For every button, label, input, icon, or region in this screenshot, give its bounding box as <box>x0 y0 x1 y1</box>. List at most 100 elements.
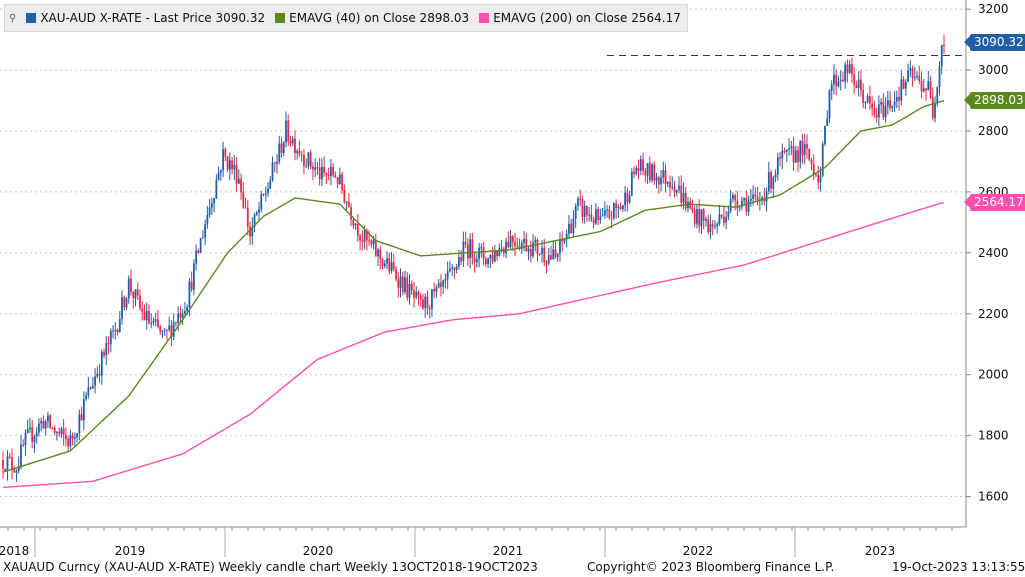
candle-body <box>696 209 698 224</box>
candle-body <box>462 241 465 262</box>
candle-body <box>4 468 7 471</box>
candle-body <box>877 104 880 118</box>
candle-body <box>24 432 27 446</box>
candle-body <box>11 456 13 470</box>
y-tick-label: 2000 <box>978 368 1009 382</box>
candle-body <box>125 298 128 308</box>
candle-body <box>206 214 209 225</box>
candle-body <box>498 248 501 257</box>
candle-body <box>334 175 337 178</box>
candle-body <box>29 427 31 430</box>
candle-body <box>671 186 674 188</box>
candle-body <box>152 320 155 323</box>
candle-body <box>163 329 166 331</box>
candle-body <box>866 96 869 102</box>
candle-body <box>148 310 150 323</box>
candle-body <box>424 296 427 309</box>
candle-body <box>651 164 653 181</box>
candle-body <box>175 322 177 324</box>
candle-body <box>532 242 534 257</box>
candle-body <box>705 219 707 221</box>
pin-icon[interactable]: ⚲ <box>9 12 17 24</box>
candle-body <box>608 209 611 218</box>
candle-body <box>82 399 85 421</box>
candle-body <box>374 240 377 257</box>
candle-body <box>655 177 658 181</box>
candle-body <box>397 279 400 288</box>
legend-item-ema40: EMAVG (40) on Close 2898.03 <box>275 11 469 25</box>
x-tick-label: 2022 <box>683 544 714 558</box>
candle-body <box>790 146 793 149</box>
candle-body <box>446 271 449 280</box>
candle-body <box>626 192 629 203</box>
candle-body <box>943 44 945 47</box>
candle-body <box>702 209 705 221</box>
candle-body <box>776 157 779 175</box>
candle-body <box>612 203 615 218</box>
candle-body <box>837 81 840 87</box>
candle-body <box>201 237 204 239</box>
candle-body <box>821 143 824 176</box>
candle-body <box>298 150 301 155</box>
candle-body <box>195 250 198 264</box>
candle-body <box>329 166 332 176</box>
candle-body <box>815 174 817 176</box>
candle-body <box>392 262 395 270</box>
candle-body <box>186 307 189 312</box>
y-tick-label: 2200 <box>978 307 1009 321</box>
candle-body <box>372 240 375 245</box>
candle-body <box>300 154 303 156</box>
candle-body <box>251 227 254 237</box>
candle-body <box>714 226 716 228</box>
candle-body <box>916 75 918 77</box>
candle-body <box>285 120 287 143</box>
candle-body <box>931 97 934 119</box>
candle-body <box>588 214 591 216</box>
candle-body <box>361 240 364 242</box>
candle-body <box>929 81 932 98</box>
candle-body <box>26 429 29 433</box>
candle-body <box>332 166 335 176</box>
candle-body <box>100 351 103 376</box>
candle-body <box>902 79 905 89</box>
candle-body <box>226 156 229 170</box>
candle-body <box>826 118 829 127</box>
candle-body <box>624 192 626 206</box>
candle-body <box>114 329 117 331</box>
candle-body <box>242 191 245 208</box>
candle-body <box>675 189 678 193</box>
candle-body <box>105 342 108 356</box>
candle-body <box>356 223 359 236</box>
candle-body <box>307 152 310 166</box>
candle-body <box>669 181 671 188</box>
candle-body <box>579 198 582 200</box>
x-tick-label: 2021 <box>493 544 524 558</box>
candle-body <box>98 373 101 376</box>
candle-body <box>911 68 914 79</box>
candle-body <box>590 214 593 220</box>
candle-body <box>835 74 838 87</box>
candle-body <box>426 296 429 308</box>
y-tick-label: 2400 <box>978 246 1009 260</box>
candle-body <box>727 211 730 217</box>
candle-body <box>707 219 710 233</box>
candle-body <box>338 174 341 184</box>
candle-body <box>8 456 11 458</box>
candle-body <box>610 217 613 219</box>
candle-body <box>51 427 54 429</box>
candle-body <box>480 247 483 249</box>
candle-body <box>723 216 725 223</box>
candle-body <box>40 420 43 424</box>
candle-body <box>435 287 438 292</box>
candle-body <box>103 351 105 356</box>
candle-body <box>478 247 481 260</box>
candle-body <box>35 432 38 437</box>
candle-body <box>940 44 943 67</box>
candle-body <box>891 106 894 109</box>
candle-body <box>383 263 386 267</box>
candle-body <box>235 165 238 184</box>
candle-body <box>541 247 543 254</box>
candle-body <box>828 90 831 119</box>
legend-swatch-price <box>26 13 37 23</box>
